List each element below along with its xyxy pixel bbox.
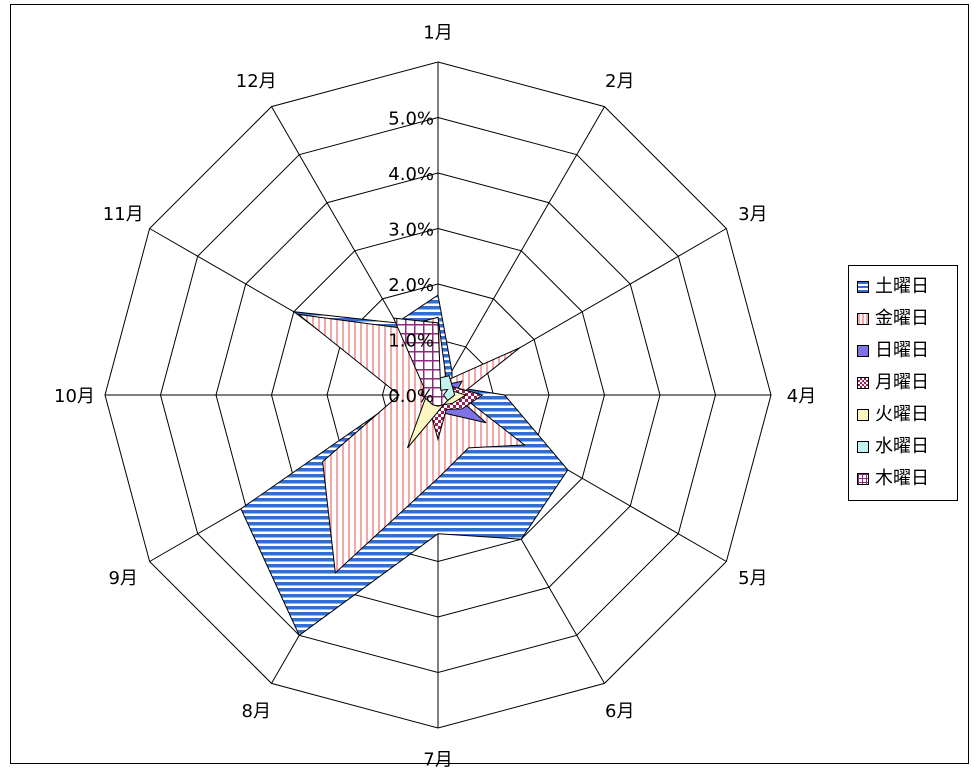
legend-swatch xyxy=(857,409,869,421)
radial-tick-labels: 0.0% 1.0% 2.0% 3.0% 4.0% 5.0% xyxy=(388,109,434,408)
legend-item: 土曜日 xyxy=(857,271,953,303)
legend-item: 木曜日 xyxy=(857,463,953,495)
radar-series xyxy=(240,294,569,637)
legend-swatch xyxy=(857,313,869,325)
legend-item: 月曜日 xyxy=(857,367,953,399)
category-label: 11月 xyxy=(103,204,144,225)
legend-swatch xyxy=(857,345,869,357)
legend-label: 月曜日 xyxy=(875,372,929,393)
radial-tick-label: 0.0% xyxy=(388,386,434,407)
chart-area xyxy=(10,4,969,764)
legend-swatch xyxy=(857,473,869,485)
legend-item: 金曜日 xyxy=(857,303,953,335)
legend-label: 土曜日 xyxy=(875,276,929,297)
radial-tick-label: 1.0% xyxy=(388,331,434,352)
radial-tick-label: 5.0% xyxy=(388,109,434,130)
legend-item: 火曜日 xyxy=(857,399,953,431)
category-label: 4月 xyxy=(787,386,816,407)
category-label: 8月 xyxy=(242,701,271,722)
legend-label: 木曜日 xyxy=(875,468,929,489)
category-label: 2月 xyxy=(605,71,634,92)
category-label: 10月 xyxy=(54,386,95,407)
legend-label: 水曜日 xyxy=(875,436,929,457)
category-label: 3月 xyxy=(738,204,767,225)
legend-item: 日曜日 xyxy=(857,335,953,367)
legend-swatch xyxy=(857,441,869,453)
legend: 土曜日金曜日日曜日月曜日火曜日水曜日木曜日 xyxy=(848,265,958,501)
radial-tick-label: 3.0% xyxy=(388,220,434,241)
radial-tick-label: 4.0% xyxy=(388,164,434,185)
radial-tick-label: 2.0% xyxy=(388,275,434,296)
legend-label: 日曜日 xyxy=(875,340,929,361)
legend-swatch xyxy=(857,377,869,389)
category-label: 1月 xyxy=(423,22,452,43)
legend-label: 火曜日 xyxy=(875,404,929,425)
series-area xyxy=(392,317,449,407)
legend-swatch xyxy=(857,281,869,293)
category-label: 12月 xyxy=(236,71,277,92)
category-label: 7月 xyxy=(423,750,452,770)
category-label: 6月 xyxy=(605,701,634,722)
category-label: 5月 xyxy=(738,568,767,589)
grid-spoke xyxy=(437,106,605,396)
category-labels: 1月 2月 3月 4月 5月 6月 7月 8月 9月 10月 11月 12月 xyxy=(54,22,816,770)
legend-label: 金曜日 xyxy=(875,308,929,329)
legend-item: 水曜日 xyxy=(857,431,953,463)
category-label: 9月 xyxy=(108,568,137,589)
